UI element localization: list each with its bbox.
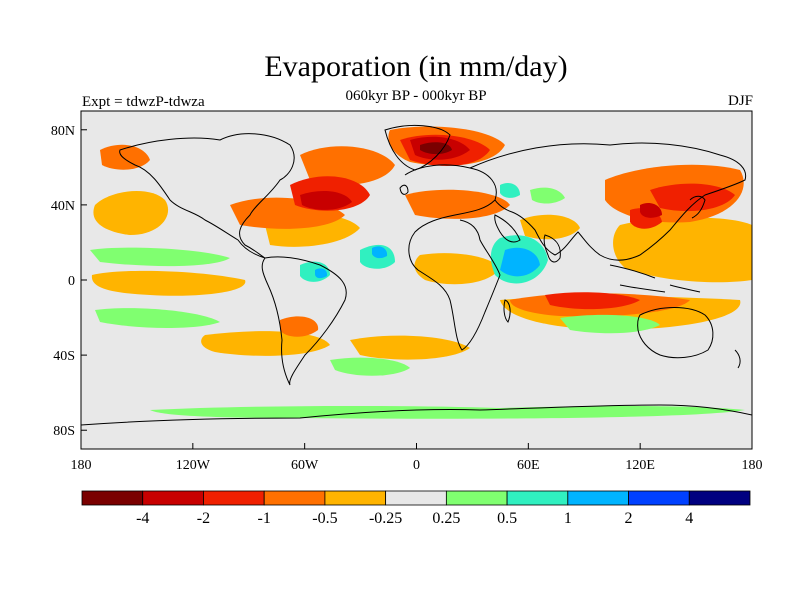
colorbar-swatch [263,490,326,506]
map-title: Evaporation (in mm/day) [264,50,568,83]
colorbar-label: -2 [197,510,210,527]
colorbar-swatch [203,490,265,506]
colorbar-label: 4 [685,510,693,527]
colorbar-swatch [445,490,508,506]
colorbar-label: -0.25 [369,510,402,527]
colorbar-label: -4 [136,510,149,527]
colorbar-label: -1 [258,510,271,527]
map-subtitle: 060kyr BP - 000kyr BP [345,88,487,104]
lon-label: 180 [742,458,763,473]
colorbar-swatch [324,490,387,506]
colorbar-label: 1 [564,510,572,527]
latitude-axis: 80N 40N 0 40S 80S [51,124,87,439]
colorbar-swatch [506,490,569,506]
lat-label: 80S [53,424,75,439]
experiment-label: Expt = tdwzP-tdwza [82,94,205,110]
colorbar-label: -0.5 [312,510,337,527]
lon-label: 120W [176,458,211,473]
lon-label: 60W [291,458,319,473]
colorbar-label: 0.25 [432,510,460,527]
lat-label: 40N [51,199,75,214]
coastlines [81,125,752,426]
longitude-axis: 180 120W 60W 0 60E 120E 180 [71,443,763,473]
colorbar-swatch [81,490,144,506]
colorbar-swatch [385,490,447,506]
lon-label: 180 [71,458,92,473]
lat-label: 80N [51,124,75,139]
colorbar-swatch [628,490,690,506]
season-label: DJF [727,93,753,109]
anomaly-field [90,126,752,419]
colorbar: -4 -2 -1 -0.5 -0.25 0.25 0.5 1 2 4 [81,490,751,527]
colorbar-label: 0.5 [497,510,517,527]
lon-label: 60E [517,458,540,473]
lon-label: 120E [625,458,655,473]
lat-label: 40S [53,349,75,364]
colorbar-swatch [142,490,204,506]
colorbar-swatch [688,490,751,506]
colorbar-label: 2 [625,510,633,527]
lat-label: 0 [68,274,75,289]
colorbar-swatch [567,490,629,506]
lon-label: 0 [413,458,420,473]
